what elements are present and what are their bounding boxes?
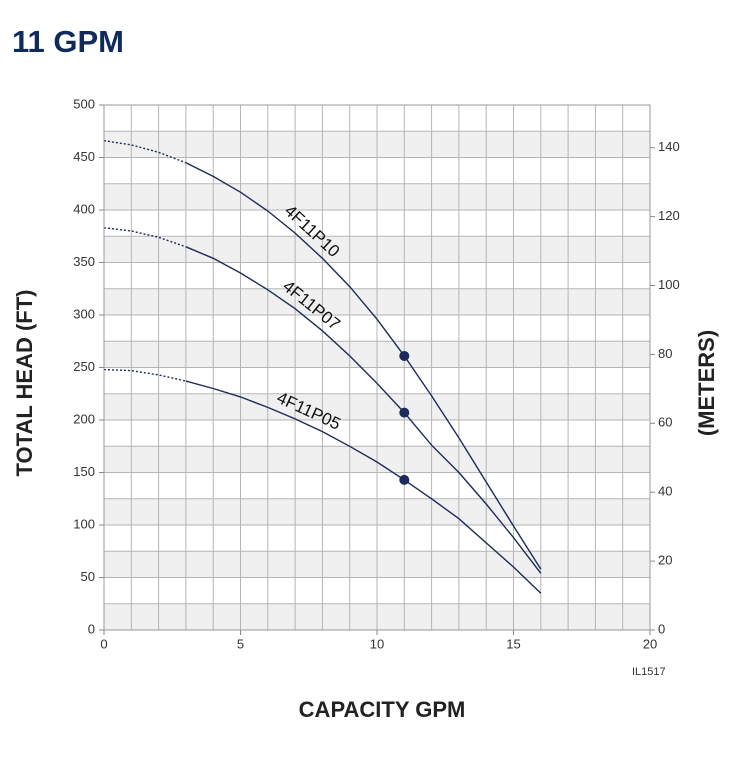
- x-tick-label: 5: [237, 636, 244, 651]
- y-tick-label: 200: [73, 411, 95, 426]
- curve: [185, 246, 542, 574]
- x-axis-label: CAPACITY GPM: [299, 697, 466, 722]
- y-tick-label: 400: [73, 201, 95, 216]
- x-tick-label: 15: [506, 636, 520, 651]
- y2-tick-label: 40: [658, 484, 672, 499]
- y2-tick-label: 20: [658, 553, 672, 568]
- y-tick-label: 50: [81, 569, 95, 584]
- figure-code: IL1517: [632, 666, 666, 678]
- y2-tick-label: 120: [658, 208, 680, 223]
- y-tick-label: 150: [73, 464, 95, 479]
- y2-tick-label: 0: [658, 621, 665, 636]
- y-tick-label: 450: [73, 149, 95, 164]
- operating-point: [399, 474, 410, 485]
- y-axis-label: TOTAL HEAD (FT): [12, 290, 37, 477]
- curve-extrapolated: [103, 227, 187, 248]
- y2-tick-label: 140: [658, 139, 680, 154]
- y2-tick-label: 80: [658, 346, 672, 361]
- curve-extrapolated: [103, 140, 187, 164]
- y-tick-label: 500: [73, 96, 95, 111]
- x-tick-label: 20: [643, 636, 657, 651]
- curve-extrapolated: [103, 368, 187, 382]
- y2-axis-label: (METERS): [694, 330, 719, 436]
- chart-title: 11 GPM: [12, 24, 124, 59]
- x-tick-label: 10: [370, 636, 384, 651]
- operating-point: [399, 350, 410, 361]
- y-tick-label: 300: [73, 306, 95, 321]
- y-tick-label: 250: [73, 359, 95, 374]
- curve: [185, 162, 542, 570]
- y-tick-label: 0: [88, 621, 95, 636]
- y-tick-label: 100: [73, 516, 95, 531]
- y2-tick-label: 60: [658, 415, 672, 430]
- curve: [185, 380, 542, 594]
- plot-frame: [103, 104, 651, 631]
- y2-tick-label: 100: [658, 277, 680, 292]
- operating-point: [399, 407, 410, 418]
- x-tick-label: 0: [100, 636, 107, 651]
- y-tick-label: 350: [73, 254, 95, 269]
